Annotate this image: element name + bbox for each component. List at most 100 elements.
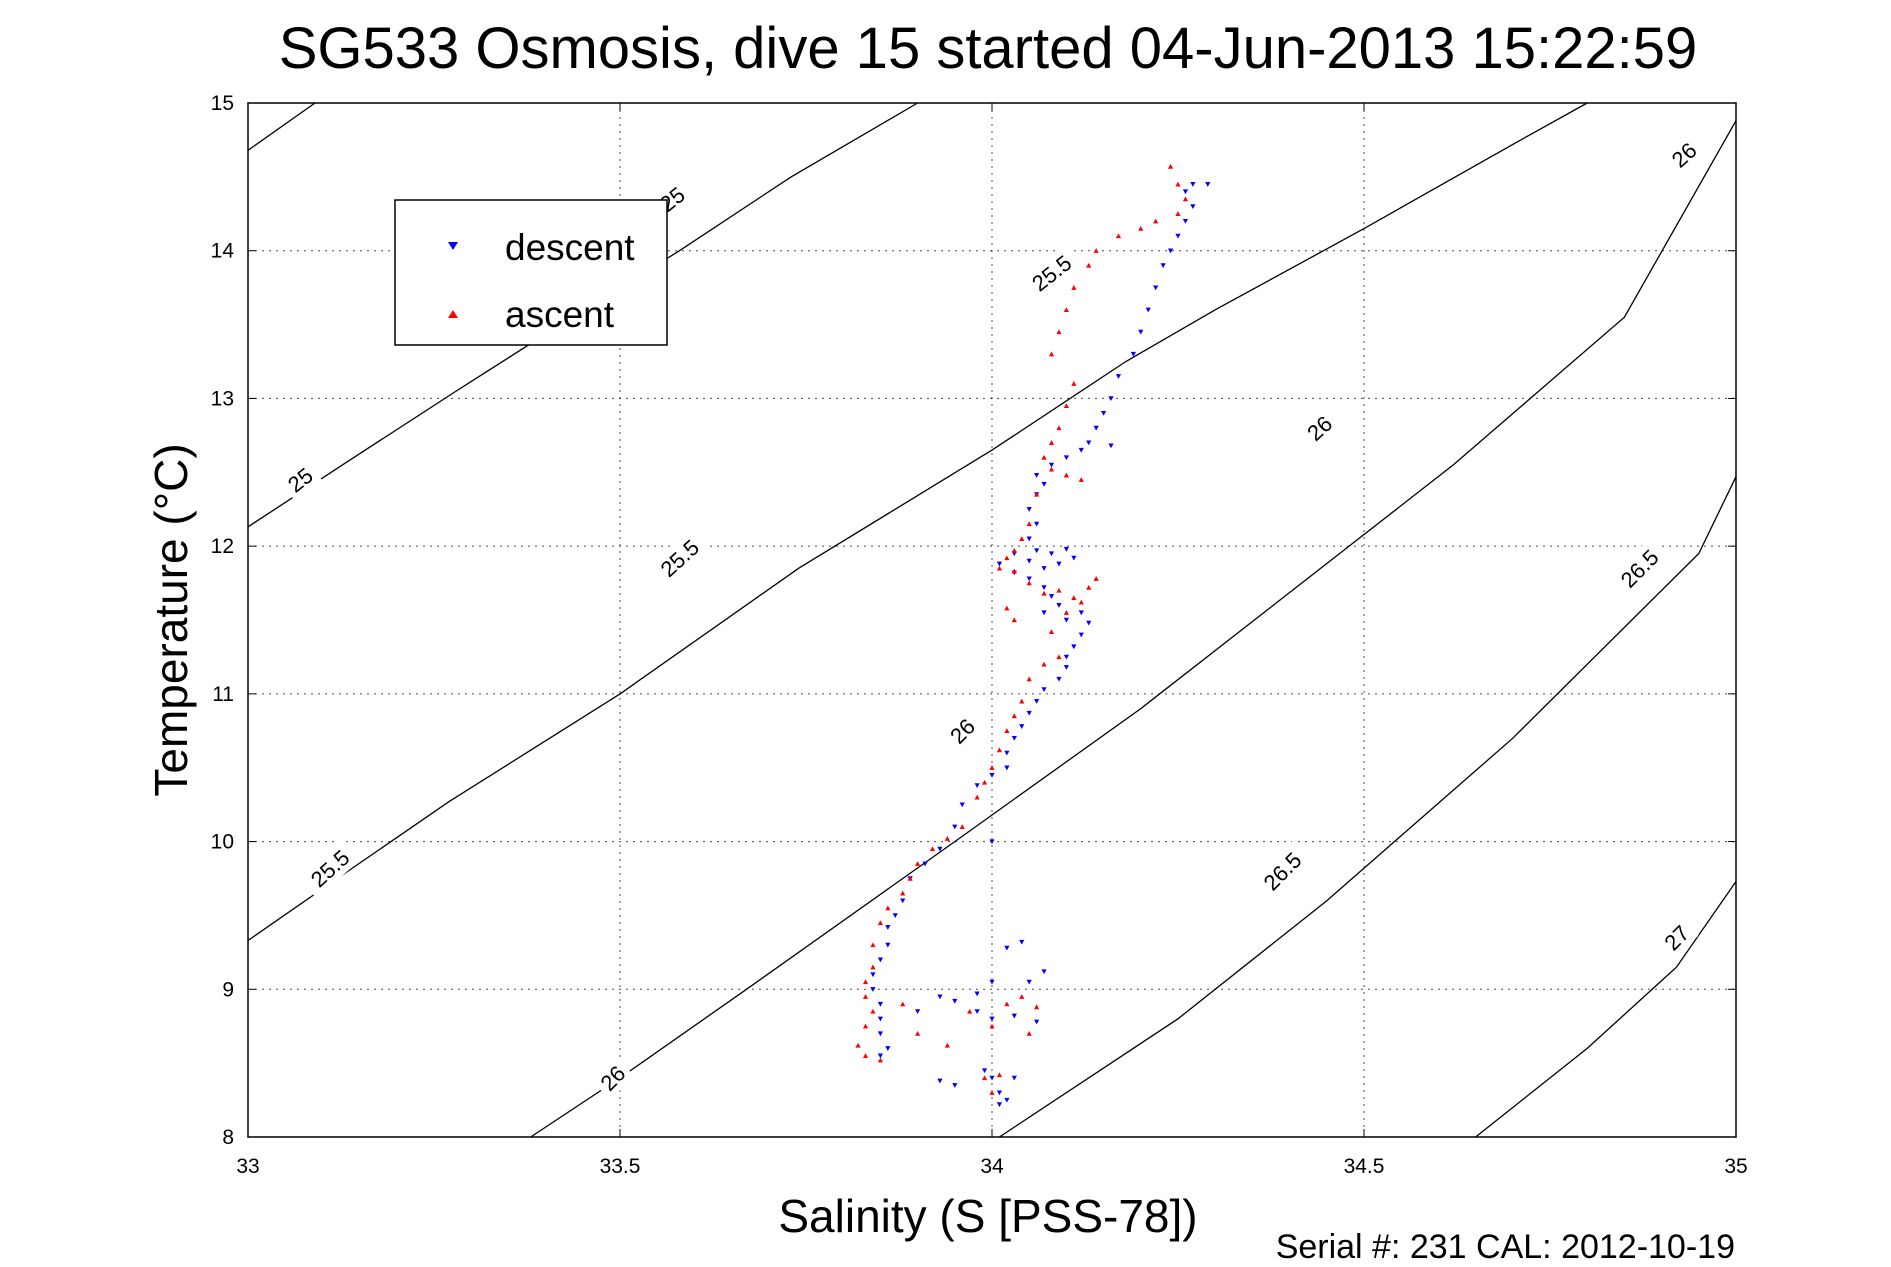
descent-point [974, 991, 980, 997]
descent-point [1034, 548, 1040, 554]
descent-point [1063, 654, 1069, 660]
contour-label-background [590, 1055, 635, 1100]
y-tick-label: 13 [211, 387, 234, 410]
ascent-point [929, 846, 936, 852]
descent-point [1034, 1019, 1040, 1025]
x-tick-label: 34 [980, 1155, 1004, 1178]
descent-point [892, 913, 898, 919]
descent-point [1041, 585, 1047, 591]
density-contour-25 [247, 102, 316, 151]
x-tick-label: 33.5 [600, 1155, 641, 1178]
ascent-point [1048, 466, 1055, 472]
ascent-point [1167, 163, 1174, 169]
ascent-point [862, 979, 869, 985]
ascent-point [870, 964, 876, 970]
ascent-point [1182, 196, 1189, 202]
ascent-point [900, 890, 906, 896]
descent-point [1034, 473, 1040, 478]
ascent-point [1041, 661, 1047, 667]
ascent-point [981, 1075, 988, 1081]
descent-point [877, 1053, 883, 1059]
descent-point [1004, 945, 1010, 951]
descent-point [1041, 969, 1047, 975]
descent-point [937, 1078, 943, 1084]
descent-point [989, 1016, 995, 1022]
ascent-point [907, 875, 913, 881]
descent-point [885, 942, 891, 948]
descent-point [1205, 182, 1211, 187]
descent-point [1041, 481, 1047, 487]
ascent-point [967, 1008, 973, 1014]
ascent-point [1086, 262, 1092, 268]
descent-point [996, 1102, 1003, 1108]
ascent-point [915, 1031, 921, 1036]
ascent-point [1026, 580, 1032, 586]
ascent-point [877, 1057, 883, 1063]
ascent-point [1034, 491, 1040, 497]
descent-point [877, 1016, 883, 1022]
ascent-point [1063, 472, 1069, 478]
descent-point [1175, 233, 1181, 239]
density-contour-27 [1475, 881, 1737, 1138]
y-axis-title: Temperature (°C) [145, 443, 197, 796]
descent-point [952, 824, 958, 830]
descent-point [1011, 735, 1017, 741]
ascent-point [1019, 698, 1025, 704]
descent-point [989, 979, 995, 985]
descent-point [996, 561, 1003, 567]
descent-point [870, 972, 876, 978]
grid-layer [248, 103, 1736, 1137]
ascent-point [877, 920, 883, 926]
descent-point [937, 846, 943, 852]
contour-label-background [278, 458, 323, 502]
ascent-point [996, 565, 1003, 571]
descent-point [885, 925, 891, 930]
y-tick-label: 11 [212, 683, 234, 706]
contour-label-background [1661, 132, 1706, 177]
ascent-point [1063, 610, 1069, 615]
x-tick-label: 35 [1724, 1155, 1747, 1178]
descent-point [1026, 558, 1032, 564]
descent-point [1041, 610, 1047, 616]
x-tick-label: 33 [236, 1155, 259, 1178]
ascent-point [944, 836, 950, 841]
legend-descent-label: descent [505, 227, 635, 268]
contour-label-background [940, 708, 985, 753]
ascent-point [989, 1090, 995, 1095]
descent-point [1034, 699, 1040, 704]
ascent-point [1056, 654, 1062, 660]
descent-point [1048, 551, 1055, 557]
ascent-point [1026, 521, 1032, 527]
descent-point [1160, 263, 1166, 269]
descent-point [1041, 687, 1047, 693]
descent-point [937, 994, 943, 1000]
ascent-point [989, 1023, 995, 1029]
descent-point [877, 1031, 883, 1037]
x-tick-labels: 33 33.5 34 34.5 35 [236, 103, 1748, 1178]
descent-point [989, 772, 995, 778]
descent-point [1011, 1013, 1017, 1019]
descent-point [1078, 610, 1084, 616]
ascent-point [855, 1042, 861, 1048]
ascent-point [1004, 555, 1010, 561]
descent-point [1108, 396, 1114, 402]
descent-point [996, 1090, 1003, 1096]
descent-point [1190, 182, 1196, 187]
descent-point [1101, 411, 1107, 416]
ascent-point [959, 824, 965, 829]
descent-point [1026, 979, 1032, 985]
ascent-point [996, 747, 1003, 753]
y-tick-label: 14 [211, 240, 235, 263]
descent-point [1004, 750, 1010, 756]
ascent-point [974, 794, 980, 800]
ascent-point [1041, 454, 1047, 460]
descent-point [1063, 546, 1069, 552]
density-contour-26.5 [999, 476, 1737, 1138]
descent-point [1063, 455, 1069, 461]
legend: descent ascent [394, 199, 668, 346]
calibration-footer: Serial #: 231 CAL: 2012-10-19 [1276, 1228, 1735, 1262]
descent-point [989, 839, 995, 845]
ascent-point [1011, 617, 1017, 623]
ascent-point [1056, 587, 1062, 593]
